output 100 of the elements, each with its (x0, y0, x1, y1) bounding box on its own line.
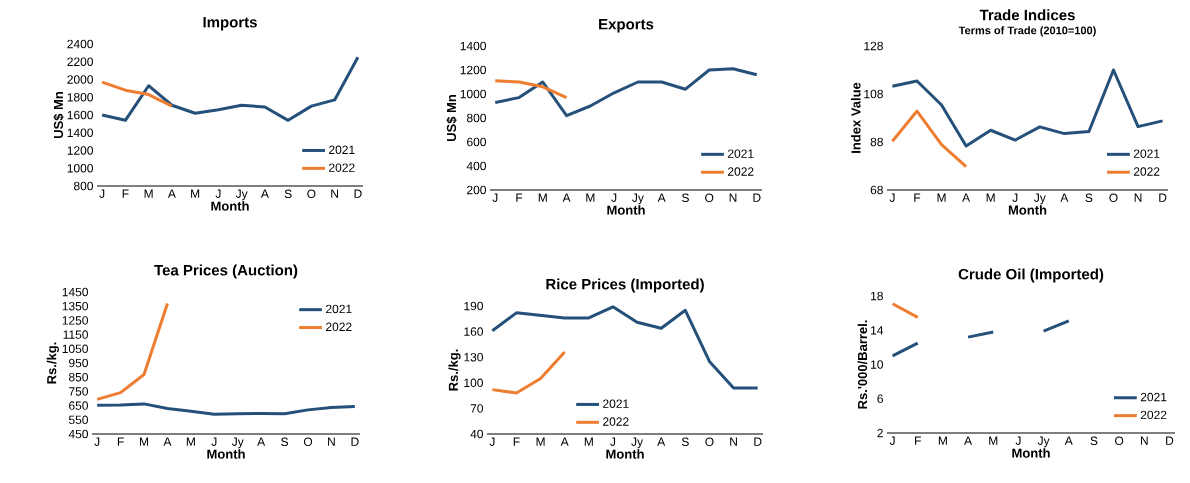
x-tick-label: F (513, 437, 520, 446)
y-tick-label: 100 (464, 378, 484, 388)
x-tick-label: J (489, 437, 495, 446)
line-series (890, 109, 968, 169)
chart-title: Rice Prices (Imported) (546, 278, 704, 293)
x-tick-label: D (351, 437, 359, 446)
y-tick-label: 800 (466, 113, 487, 123)
y-tick-label: 10 (871, 360, 884, 369)
line-series (95, 302, 169, 401)
y-tick-label: 1400 (67, 128, 94, 137)
line-series (493, 67, 759, 118)
x-tick-label: M (538, 193, 547, 202)
x-tick-label: A (1064, 436, 1073, 445)
legend-label: 2021 (1140, 392, 1167, 402)
x-tick-label: N (1140, 436, 1148, 445)
y-axis-title: Rs./kg. (448, 349, 461, 391)
x-tick-label: J (94, 437, 100, 446)
x-tick-label: S (682, 193, 689, 203)
y-axis-title: Rs.'000/Barrel. (857, 320, 868, 409)
chart-subtitle: Terms of Trade (2010=100) (958, 26, 1096, 37)
y-axis-title: Rs./kg. (46, 342, 59, 384)
y-tick-label: 160 (464, 327, 484, 336)
x-tick-label: S (1090, 436, 1098, 446)
y-tick-label: 1000 (67, 164, 94, 173)
x-tick-label: J (611, 193, 617, 202)
y-tick-label: 750 (69, 387, 89, 396)
legend-label: 2022 (727, 167, 754, 176)
x-axis-title: Month (1012, 448, 1050, 458)
line-series (493, 79, 569, 100)
x-tick-label: M (586, 193, 595, 202)
legend-label: 2022 (1140, 410, 1167, 420)
x-tick-label: D (1166, 436, 1174, 445)
x-tick-label: J (492, 193, 498, 202)
x-tick-label: S (281, 437, 289, 447)
y-tick-label: 2 (877, 428, 883, 438)
x-tick-label: Jy (632, 193, 644, 205)
x-axis-title: Month (606, 449, 644, 459)
legend-label: 2022 (329, 163, 355, 172)
x-tick-label: O (705, 437, 714, 447)
y-tick-label: 1800 (67, 93, 94, 102)
x-tick-label: J (889, 436, 895, 445)
y-tick-label: 108 (864, 89, 883, 99)
x-tick-label: Jy (231, 437, 244, 449)
x-tick-label: O (1109, 193, 1118, 203)
x-tick-label: A (163, 437, 172, 446)
x-tick-label: J (1012, 193, 1018, 202)
y-tick-label: 1350 (62, 301, 89, 311)
y-tick-label: 1450 (62, 287, 89, 297)
y-tick-label: 130 (464, 352, 484, 362)
y-tick-label: 1150 (63, 330, 89, 339)
chart-title: Crude Oil (Imported) (958, 268, 1104, 283)
y-tick-label: 88 (870, 137, 883, 147)
y-tick-label: 1050 (62, 344, 89, 354)
x-tick-label: F (914, 193, 921, 202)
x-tick-label: M (584, 437, 593, 446)
y-tick-label: 200 (467, 185, 487, 195)
x-tick-label: Jy (1037, 436, 1050, 448)
chart-title: Imports (203, 17, 257, 31)
x-tick-label: F (516, 193, 523, 202)
y-tick-label: 14 (871, 326, 884, 335)
x-tick-label: Jy (631, 437, 644, 449)
x-tick-label: O (705, 193, 714, 203)
legend-label: 2022 (1133, 167, 1160, 176)
y-tick-label: 128 (864, 41, 883, 51)
y-tick-label: 6 (877, 394, 883, 403)
y-tick-label: 1600 (67, 110, 94, 120)
x-tick-label: S (284, 189, 292, 199)
x-tick-label: A (964, 436, 973, 445)
x-tick-label: F (122, 189, 129, 198)
y-axis-title: US$ Mn (446, 94, 457, 142)
y-tick-label: 2200 (67, 57, 94, 66)
x-tick-label: F (915, 436, 921, 445)
x-tick-label: M (938, 436, 947, 445)
x-tick-label: D (354, 189, 362, 198)
x-tick-label: O (307, 189, 316, 199)
x-tick-label: M (536, 437, 545, 446)
y-tick-label: 1200 (460, 65, 487, 75)
y-tick-label: 600 (467, 137, 487, 147)
x-axis-title: Month (211, 201, 249, 211)
x-tick-label: A (260, 189, 269, 198)
y-tick-label: 2000 (67, 75, 94, 84)
x-tick-label: M (989, 436, 998, 445)
x-tick-label: M (186, 437, 195, 446)
x-tick-label: N (1134, 193, 1142, 202)
x-tick-label: Jy (235, 189, 248, 201)
x-tick-label: J (211, 437, 217, 446)
x-axis-title: Month (207, 449, 245, 459)
y-tick-label: 400 (466, 161, 487, 171)
x-axis-title: Month (607, 205, 645, 215)
x-tick-label: M (937, 193, 946, 202)
line-series (100, 80, 174, 108)
x-tick-label: D (754, 437, 762, 446)
y-tick-label: 40 (470, 429, 484, 439)
y-tick-label: 1000 (460, 89, 487, 99)
x-tick-label: M (191, 189, 200, 198)
y-tick-label: 1200 (67, 146, 94, 155)
x-tick-label: J (1015, 436, 1021, 445)
x-tick-label: A (657, 437, 666, 446)
x-tick-label: J (99, 189, 105, 198)
x-tick-label: D (1159, 193, 1167, 202)
